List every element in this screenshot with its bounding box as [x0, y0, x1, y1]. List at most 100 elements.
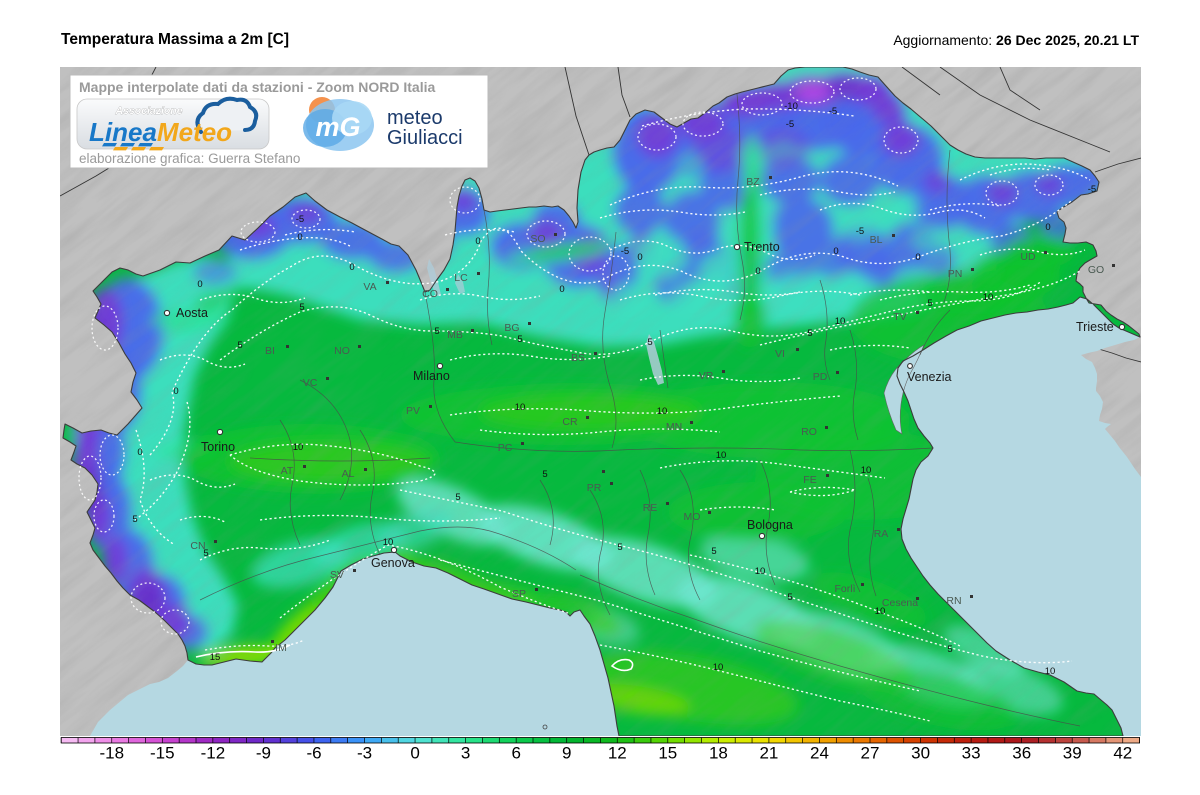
svg-text:5: 5 — [132, 514, 137, 525]
svg-text:5: 5 — [787, 592, 792, 603]
svg-text:5: 5 — [542, 469, 547, 480]
svg-text:mG: mG — [315, 112, 360, 142]
svg-text:-12: -12 — [201, 744, 226, 763]
svg-text:LineaMeteo: LineaMeteo — [89, 117, 232, 147]
svg-text:5: 5 — [711, 546, 716, 557]
svg-text:21: 21 — [759, 744, 778, 763]
svg-text:AL: AL — [342, 468, 355, 480]
svg-text:5: 5 — [299, 302, 304, 313]
svg-text:-5: -5 — [786, 119, 794, 130]
svg-text:5: 5 — [517, 334, 522, 345]
svg-text:0: 0 — [833, 246, 838, 257]
svg-text:PR: PR — [587, 482, 602, 494]
svg-text:RO: RO — [801, 426, 817, 438]
svg-text:39: 39 — [1063, 744, 1082, 763]
svg-text:24: 24 — [810, 744, 829, 763]
svg-text:15: 15 — [210, 652, 221, 663]
svg-text:meteo: meteo — [387, 107, 443, 129]
svg-text:0: 0 — [755, 266, 760, 277]
svg-text:30: 30 — [911, 744, 930, 763]
svg-text:Milano: Milano — [413, 369, 450, 383]
svg-text:SV: SV — [330, 569, 344, 581]
svg-text:0: 0 — [1045, 222, 1050, 233]
svg-text:10: 10 — [716, 450, 727, 461]
svg-text:SO: SO — [530, 233, 545, 245]
svg-text:SP: SP — [512, 588, 526, 600]
svg-text:10: 10 — [755, 566, 766, 577]
svg-text:Trieste: Trieste — [1076, 320, 1114, 334]
svg-text:10: 10 — [383, 537, 394, 548]
svg-text:MN: MN — [666, 421, 682, 433]
svg-text:TV: TV — [893, 311, 906, 323]
svg-text:BI: BI — [265, 345, 275, 357]
svg-text:0: 0 — [915, 252, 920, 263]
svg-text:Trento: Trento — [744, 240, 780, 254]
svg-text:Aggiornamento: 26 Dec 2025, 2: Aggiornamento: 26 Dec 2025, 20.21 LT — [893, 32, 1139, 48]
svg-text:-5: -5 — [856, 226, 864, 237]
svg-text:elaborazione grafica: Guerra S: elaborazione grafica: Guerra Stefano — [79, 151, 300, 166]
svg-text:10: 10 — [875, 606, 886, 617]
svg-text:Associazione: Associazione — [114, 105, 182, 117]
svg-text:-5: -5 — [621, 246, 629, 257]
svg-text:0: 0 — [475, 236, 480, 247]
svg-text:36: 36 — [1012, 744, 1031, 763]
svg-text:AT: AT — [281, 465, 294, 477]
svg-text:VA: VA — [363, 281, 376, 293]
svg-text:5: 5 — [617, 542, 622, 553]
svg-text:Giuliacci: Giuliacci — [387, 127, 463, 149]
svg-text:Forlì: Forlì — [835, 583, 856, 595]
svg-text:9: 9 — [562, 744, 571, 763]
svg-text:MB: MB — [447, 329, 463, 341]
svg-text:GO: GO — [1088, 264, 1104, 276]
svg-text:10: 10 — [657, 406, 668, 417]
svg-text:FE: FE — [803, 474, 816, 486]
svg-text:-5: -5 — [1088, 184, 1096, 195]
svg-text:RA: RA — [874, 528, 889, 540]
svg-text:10: 10 — [293, 442, 304, 453]
svg-text:5: 5 — [434, 326, 439, 337]
svg-text:0: 0 — [637, 252, 642, 263]
svg-text:PC: PC — [498, 442, 513, 454]
svg-text:Bologna: Bologna — [747, 518, 793, 532]
svg-text:RN: RN — [946, 595, 961, 607]
svg-text:6: 6 — [511, 744, 520, 763]
svg-text:Genova: Genova — [371, 556, 415, 570]
svg-text:0: 0 — [297, 232, 302, 243]
svg-text:0: 0 — [197, 279, 202, 290]
svg-text:-6: -6 — [306, 744, 321, 763]
svg-text:VC: VC — [303, 377, 318, 389]
svg-text:-5: -5 — [829, 106, 837, 117]
svg-text:0: 0 — [559, 284, 564, 295]
svg-text:Venezia: Venezia — [907, 370, 952, 384]
svg-text:-18: -18 — [100, 744, 125, 763]
svg-text:Aosta: Aosta — [176, 306, 208, 320]
svg-text:10: 10 — [1045, 666, 1056, 677]
svg-text:Mappe interpolate dati da staz: Mappe interpolate dati da stazioni - Zoo… — [79, 79, 435, 95]
svg-text:-10: -10 — [784, 101, 798, 112]
svg-text:0: 0 — [137, 447, 142, 458]
svg-text:LC: LC — [454, 272, 468, 284]
svg-text:10: 10 — [861, 465, 872, 476]
svg-text:5: 5 — [237, 340, 242, 351]
svg-text:-5: -5 — [296, 214, 304, 225]
svg-text:12: 12 — [608, 744, 627, 763]
svg-text:10: 10 — [713, 662, 724, 673]
svg-text:CR: CR — [562, 416, 578, 428]
svg-text:IM: IM — [275, 642, 287, 654]
svg-text:UD: UD — [1020, 251, 1036, 263]
svg-text:3: 3 — [461, 744, 470, 763]
svg-text:18: 18 — [709, 744, 728, 763]
svg-text:VI: VI — [775, 348, 785, 360]
svg-text:BG: BG — [504, 322, 519, 334]
svg-text:27: 27 — [861, 744, 880, 763]
svg-text:-3: -3 — [357, 744, 372, 763]
svg-text:PD: PD — [813, 371, 828, 383]
svg-text:BL: BL — [870, 234, 883, 246]
svg-text:MO: MO — [684, 511, 701, 523]
svg-text:5: 5 — [647, 337, 652, 348]
svg-text:0: 0 — [410, 744, 419, 763]
svg-text:CN: CN — [190, 540, 205, 552]
svg-text:CO: CO — [422, 288, 438, 300]
svg-text:10: 10 — [515, 402, 526, 413]
svg-text:5: 5 — [807, 328, 812, 339]
